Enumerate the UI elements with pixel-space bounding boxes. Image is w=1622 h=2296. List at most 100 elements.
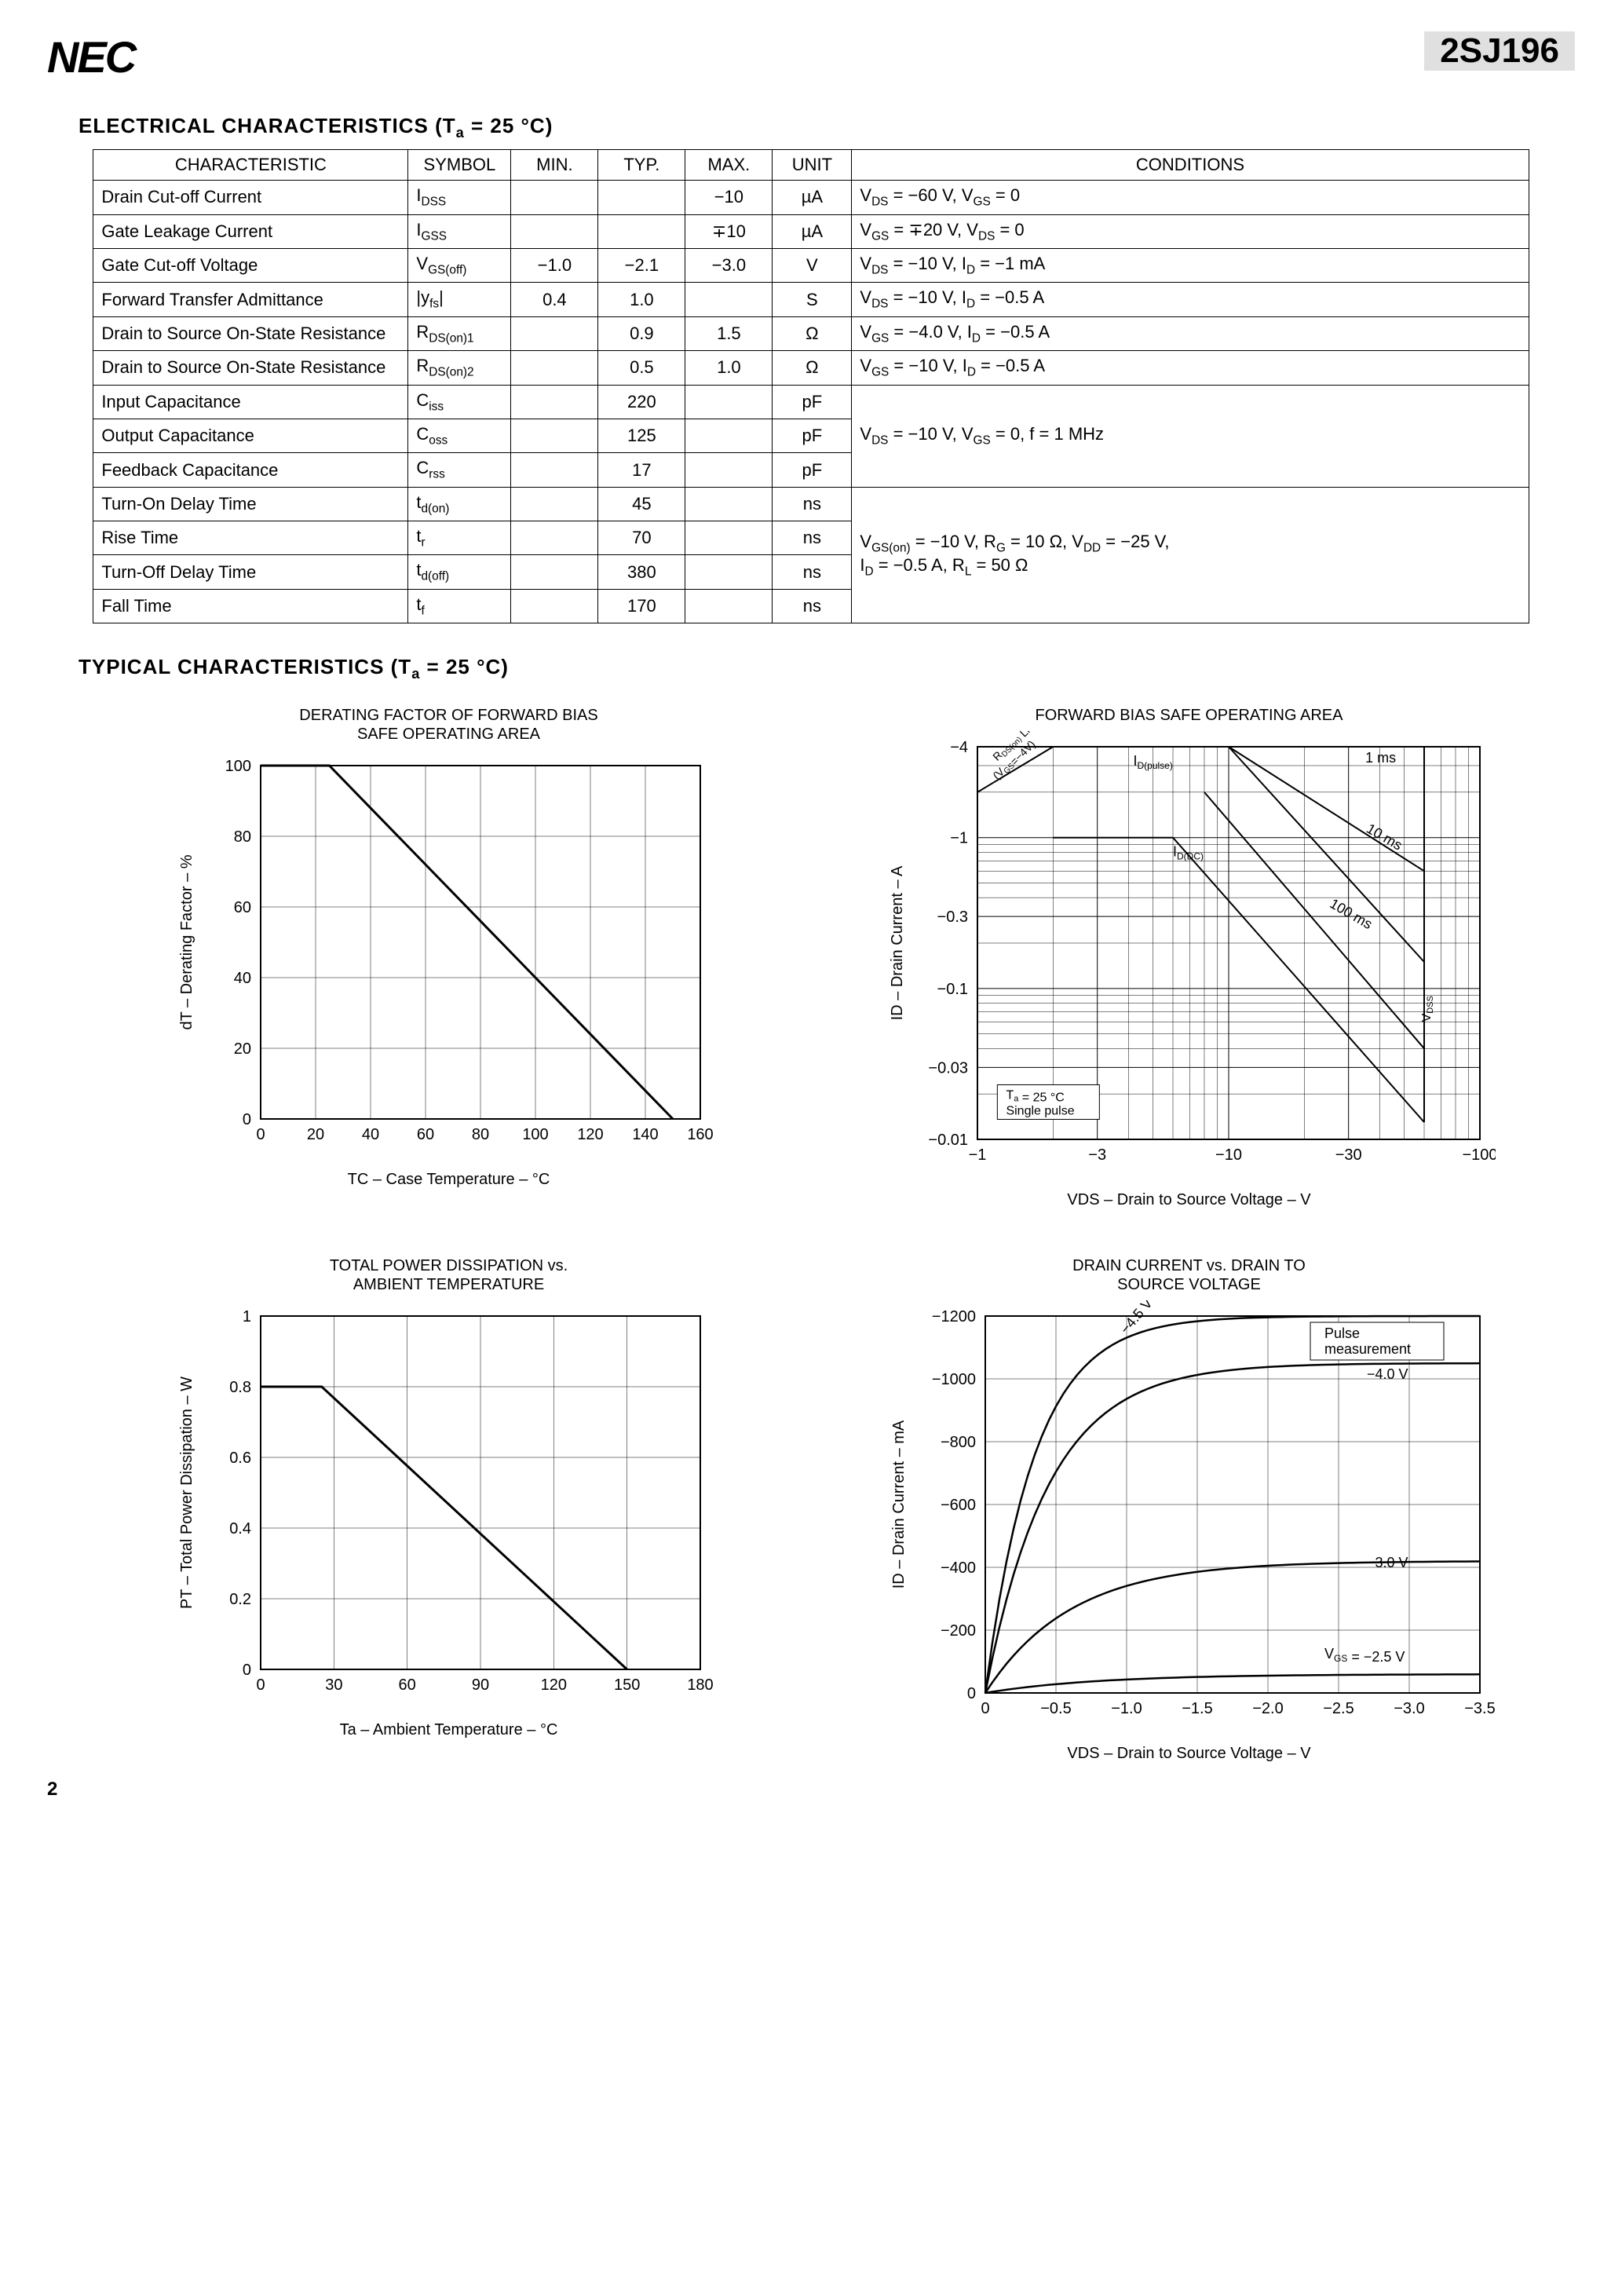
svg-text:Pulse: Pulse xyxy=(1324,1325,1360,1341)
svg-text:1 ms: 1 ms xyxy=(1365,750,1396,766)
svg-text:Single pulse: Single pulse xyxy=(1006,1105,1074,1118)
svg-text:−0.5: −0.5 xyxy=(1040,1700,1071,1717)
svg-text:−30: −30 xyxy=(1335,1146,1361,1164)
typical-characteristics-heading: TYPICAL CHARACTERISTICS (Ta = 25 °C) xyxy=(79,655,1575,682)
svg-text:−3.0 V: −3.0 V xyxy=(1367,1555,1408,1570)
electrical-characteristics-table: CHARACTERISTIC SYMBOL MIN. TYP. MAX. UNI… xyxy=(93,149,1529,623)
logo: NEC xyxy=(47,31,135,82)
col-typ: TYP. xyxy=(598,150,685,181)
svg-text:−200: −200 xyxy=(940,1622,975,1640)
svg-text:160: 160 xyxy=(687,1126,713,1143)
svg-text:−3.5: −3.5 xyxy=(1464,1700,1495,1717)
svg-text:−2.5: −2.5 xyxy=(1323,1700,1353,1717)
svg-text:PT – Total Power Dissipation –: PT – Total Power Dissipation – W xyxy=(178,1377,195,1609)
svg-text:−1: −1 xyxy=(968,1146,986,1164)
chart-forward-bias-soa: FORWARD BIAS SAFE OPERATING AREA −1−3−10… xyxy=(866,706,1512,1209)
chart4-title: DRAIN CURRENT vs. DRAIN TO SOURCE VOLTAG… xyxy=(1072,1256,1306,1294)
svg-text:−0.3: −0.3 xyxy=(937,909,967,927)
svg-text:40: 40 xyxy=(233,970,250,987)
svg-text:ID(DC): ID(DC) xyxy=(1173,844,1204,862)
svg-text:−1.5: −1.5 xyxy=(1182,1700,1212,1717)
svg-text:60: 60 xyxy=(416,1126,433,1143)
svg-text:−3: −3 xyxy=(1088,1146,1106,1164)
chart3-svg: 030609012015018000.20.40.60.81PT – Total… xyxy=(174,1300,724,1717)
svg-text:30: 30 xyxy=(325,1676,342,1694)
electrical-characteristics-heading: ELECTRICAL CHARACTERISTICS (Ta = 25 °C) xyxy=(79,114,1575,141)
svg-text:90: 90 xyxy=(471,1676,488,1694)
svg-text:−4.5 V: −4.5 V xyxy=(1116,1300,1155,1337)
svg-text:20: 20 xyxy=(306,1126,323,1143)
svg-text:ID – Drain Current – mA: ID – Drain Current – mA xyxy=(890,1420,908,1589)
svg-text:120: 120 xyxy=(577,1126,603,1143)
chart-power-dissipation: TOTAL POWER DISSIPATION vs. AMBIENT TEMP… xyxy=(126,1256,772,1763)
col-conditions: CONDITIONS xyxy=(852,150,1529,181)
svg-text:−0.01: −0.01 xyxy=(928,1132,968,1149)
chart2-xlabel: VDS – Drain to Source Voltage – V xyxy=(1067,1191,1310,1209)
chart2-svg: −1−3−10−30−100−0.01−0.03−0.1−0.3−1−4ID(p… xyxy=(883,731,1496,1186)
svg-text:dT – Derating Factor – %: dT – Derating Factor – % xyxy=(178,855,195,1030)
table-row: Input CapacitanceCiss220pFVDS = −10 V, V… xyxy=(93,385,1529,419)
chart3-title: TOTAL POWER DISSIPATION vs. AMBIENT TEMP… xyxy=(330,1256,568,1294)
svg-text:0: 0 xyxy=(242,1662,250,1679)
col-characteristic: CHARACTERISTIC xyxy=(93,150,408,181)
table-row: Gate Cut-off VoltageVGS(off)−1.0−2.1−3.0… xyxy=(93,248,1529,282)
svg-text:ID – Drain Current – A: ID – Drain Current – A xyxy=(889,865,906,1020)
table-row: Gate Leakage CurrentIGSS∓10µAVGS = ∓20 V… xyxy=(93,214,1529,248)
svg-text:−1: −1 xyxy=(950,830,968,847)
svg-text:−4: −4 xyxy=(950,739,968,756)
table-row: Forward Transfer Admittance|yfs|0.41.0SV… xyxy=(93,283,1529,316)
chart-drain-current-vds: DRAIN CURRENT vs. DRAIN TO SOURCE VOLTAG… xyxy=(866,1256,1512,1763)
svg-text:140: 140 xyxy=(632,1126,658,1143)
chart2-title: FORWARD BIAS SAFE OPERATING AREA xyxy=(1036,706,1343,725)
svg-text:−3.0: −3.0 xyxy=(1394,1700,1424,1717)
page-header: NEC 2SJ196 xyxy=(47,31,1575,82)
table-row: Drain to Source On-State ResistanceRDS(o… xyxy=(93,351,1529,385)
svg-text:120: 120 xyxy=(540,1676,566,1694)
svg-text:0: 0 xyxy=(242,1111,250,1128)
chart1-svg: 020406080100120140160020406080100dT – De… xyxy=(174,750,724,1166)
svg-text:0.8: 0.8 xyxy=(229,1379,251,1396)
chart1-xlabel: TC – Case Temperature – °C xyxy=(348,1171,550,1189)
svg-text:−2.0: −2.0 xyxy=(1252,1700,1283,1717)
svg-text:0.6: 0.6 xyxy=(229,1450,251,1467)
part-number: 2SJ196 xyxy=(1424,31,1575,71)
svg-text:−0.1: −0.1 xyxy=(937,981,967,998)
svg-text:1: 1 xyxy=(242,1308,250,1325)
svg-text:20: 20 xyxy=(233,1040,250,1058)
col-max: MAX. xyxy=(685,150,773,181)
svg-text:100: 100 xyxy=(225,758,250,775)
svg-text:−1000: −1000 xyxy=(931,1371,975,1388)
col-min: MIN. xyxy=(511,150,598,181)
chart4-xlabel: VDS – Drain to Source Voltage – V xyxy=(1067,1745,1310,1763)
svg-text:0: 0 xyxy=(966,1685,975,1702)
svg-text:0: 0 xyxy=(256,1676,265,1694)
svg-text:150: 150 xyxy=(613,1676,639,1694)
svg-text:measurement: measurement xyxy=(1324,1341,1411,1357)
svg-text:80: 80 xyxy=(233,828,250,846)
table-row: Drain to Source On-State ResistanceRDS(o… xyxy=(93,316,1529,350)
svg-text:80: 80 xyxy=(471,1126,488,1143)
table-row: Turn-On Delay Timetd(on)45nsVGS(on) = −1… xyxy=(93,487,1529,521)
chart1-title: DERATING FACTOR OF FORWARD BIAS SAFE OPE… xyxy=(299,706,597,744)
chart3-xlabel: Ta – Ambient Temperature – °C xyxy=(340,1721,558,1739)
svg-text:0.4: 0.4 xyxy=(229,1520,251,1537)
svg-text:−800: −800 xyxy=(940,1434,975,1451)
svg-text:0: 0 xyxy=(981,1700,989,1717)
svg-text:0.2: 0.2 xyxy=(229,1591,251,1608)
svg-text:VGS = −2.5 V: VGS = −2.5 V xyxy=(1324,1646,1405,1665)
svg-text:10 ms: 10 ms xyxy=(1364,821,1405,854)
svg-text:40: 40 xyxy=(361,1126,378,1143)
svg-text:60: 60 xyxy=(233,899,250,916)
chart-derating-factor: DERATING FACTOR OF FORWARD BIAS SAFE OPE… xyxy=(126,706,772,1209)
svg-text:−0.03: −0.03 xyxy=(928,1060,968,1077)
chart4-svg: 0−0.5−1.0−1.5−2.0−2.5−3.0−3.50−200−400−6… xyxy=(883,1300,1496,1740)
svg-text:180: 180 xyxy=(687,1676,713,1694)
table-header-row: CHARACTERISTIC SYMBOL MIN. TYP. MAX. UNI… xyxy=(93,150,1529,181)
svg-text:−600: −600 xyxy=(940,1497,975,1514)
svg-text:−4.0 V: −4.0 V xyxy=(1367,1366,1408,1382)
svg-text:0: 0 xyxy=(256,1126,265,1143)
svg-text:VDSS: VDSS xyxy=(1420,996,1435,1022)
page-number: 2 xyxy=(47,1779,1575,1801)
charts-grid: DERATING FACTOR OF FORWARD BIAS SAFE OPE… xyxy=(47,690,1575,1763)
col-unit: UNIT xyxy=(773,150,852,181)
